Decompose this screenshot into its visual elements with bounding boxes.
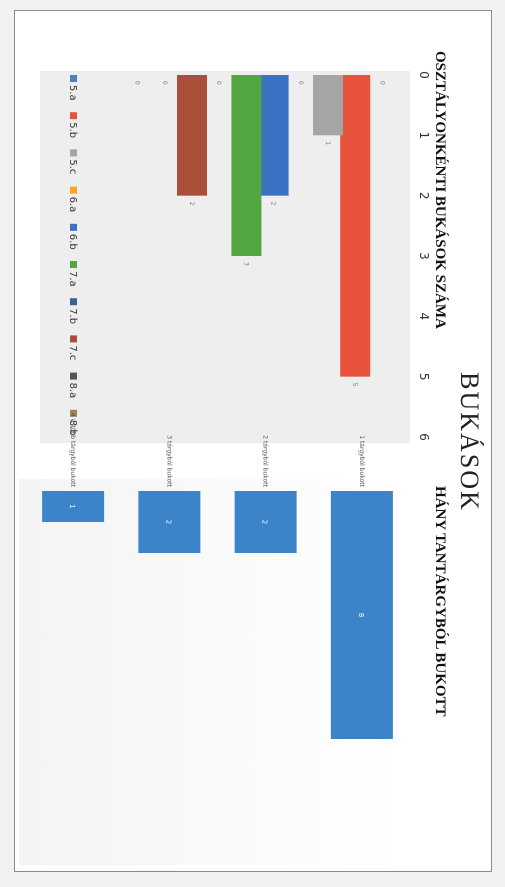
legend-swatch (70, 112, 77, 119)
bar (231, 75, 261, 256)
data-label: 5 (351, 383, 358, 387)
class-failures-chart-svg: 012345605102302005.a5.b5.c6.a6.b7.a7.b7.… (40, 71, 410, 443)
data-label: 0 (134, 81, 141, 85)
y-tick-label: 3 (417, 252, 431, 260)
bar (177, 75, 207, 196)
data-label: 1 (68, 504, 76, 508)
legend-swatch (70, 75, 77, 82)
y-tick-label: 6 (417, 433, 431, 441)
legend-swatch (70, 298, 77, 305)
legend-swatch (70, 224, 77, 231)
legend-entry: 7.a (67, 271, 78, 287)
page-title: BUKÁSOK (454, 11, 484, 873)
category-label: 3 tárgyból bukott (165, 435, 172, 487)
data-label: 0 (297, 81, 304, 85)
data-label: 3 (242, 262, 249, 266)
y-tick-label: 4 (417, 313, 431, 321)
legend-entry: 5.c (67, 159, 78, 174)
document-page: BUKÁSOK OSZTÁLYONKÉNTI BUKÁSOK SZÁMA HÁN… (14, 10, 492, 872)
y-tick-label: 2 (417, 192, 431, 200)
data-label: 1 (324, 141, 331, 145)
legend-entry: 6.b (67, 234, 78, 250)
legend-swatch (70, 373, 77, 380)
y-tick-label: 5 (417, 373, 431, 381)
y-tick-label: 1 (417, 132, 431, 140)
category-label: 1 tárgyból bukott (358, 435, 365, 487)
legend-swatch (70, 335, 77, 342)
category-label: 4 v. több tárgyból bukott (69, 413, 76, 488)
data-label: 0 (378, 81, 385, 85)
legend-entry: 7.c (67, 345, 78, 360)
data-label: 0 (161, 81, 168, 85)
data-label: 2 (188, 202, 195, 206)
subject-failures-chart-title: HÁNY TANTÁRGYBÓL BUKOTT (431, 486, 448, 717)
legend-entry: 7.b (67, 308, 78, 324)
class-failures-chart-title: OSZTÁLYONKÉNTI BUKÁSOK SZÁMA (431, 51, 448, 329)
legend-swatch (70, 149, 77, 156)
legend-entry: 8.a (67, 383, 78, 399)
bar (313, 75, 343, 135)
data-label: 8 (357, 613, 365, 617)
rotated-sheet: BUKÁSOK OSZTÁLYONKÉNTI BUKÁSOK SZÁMA HÁN… (14, 11, 492, 873)
legend-entry: 5.a (67, 85, 78, 101)
y-tick-label: 0 (417, 71, 431, 79)
bar (340, 75, 370, 377)
class-failures-chart: 0 1 2 3 4 5 6 0 5 1 0 2 3 0 2 0 0 5.a 5.b 5.c 6.a 6.b 7.a 7.b 7.… (40, 71, 410, 443)
legend-swatch (70, 187, 77, 194)
legend-entry: 6.a (67, 197, 78, 213)
category-label: 2 tárgyból bukott (262, 435, 269, 487)
data-label: 2 (164, 520, 172, 524)
data-label: 0 (215, 81, 222, 85)
legend-entry: 5.b (67, 122, 78, 138)
data-label: 2 (270, 202, 277, 206)
legend-swatch (70, 261, 77, 268)
data-label: 2 (261, 520, 269, 524)
bar (259, 75, 289, 196)
